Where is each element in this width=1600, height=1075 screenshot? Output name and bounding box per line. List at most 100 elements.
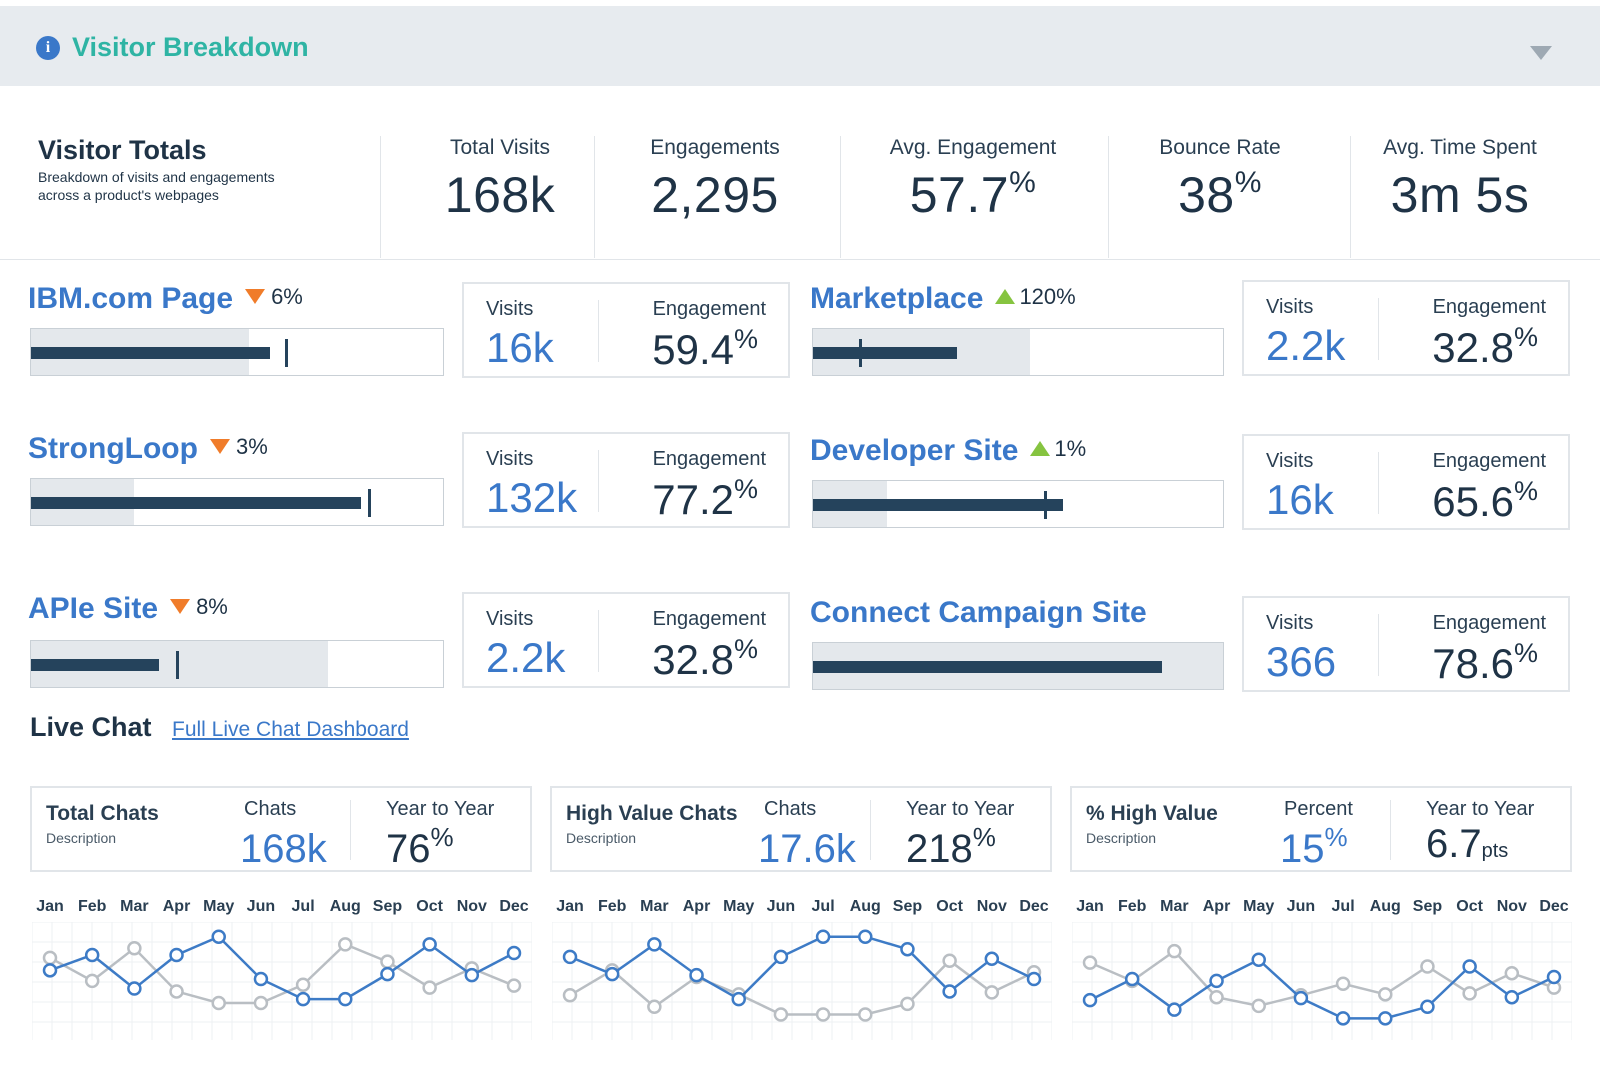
data-point[interactable]: [815, 1007, 831, 1022]
divider: [598, 300, 599, 362]
data-point[interactable]: [562, 988, 578, 1003]
data-point[interactable]: [1251, 952, 1266, 968]
data-point[interactable]: [1546, 969, 1562, 985]
data-point[interactable]: [1504, 989, 1520, 1005]
data-point[interactable]: [127, 981, 142, 996]
data-point[interactable]: [295, 991, 311, 1007]
data-point[interactable]: [169, 984, 184, 999]
data-point[interactable]: [858, 929, 873, 944]
data-point[interactable]: [562, 949, 578, 965]
data-point[interactable]: [84, 973, 100, 989]
data-point[interactable]: [295, 977, 311, 992]
data-point[interactable]: [338, 937, 353, 952]
kpi-unit: %: [1009, 166, 1037, 199]
data-point[interactable]: [858, 1007, 873, 1022]
site-name[interactable]: Marketplace: [810, 282, 984, 315]
data-point[interactable]: [338, 991, 353, 1007]
data-point[interactable]: [1209, 973, 1224, 989]
data-point[interactable]: [689, 967, 704, 983]
data-point[interactable]: [1420, 959, 1435, 974]
site-title-marketplace[interactable]: Marketplace 120%: [810, 282, 1076, 316]
divider: [840, 136, 841, 258]
site-title-ibm-com-page[interactable]: IBM.com Page 6%: [28, 282, 303, 316]
engagement-label: Engagement: [1432, 450, 1546, 472]
visits-value: 132k: [486, 474, 578, 521]
data-point[interactable]: [1026, 971, 1042, 987]
data-point[interactable]: [380, 954, 395, 969]
full-live-chat-dashboard-link[interactable]: Full Live Chat Dashboard: [172, 718, 409, 741]
data-point[interactable]: [464, 967, 480, 983]
data-point[interactable]: [942, 953, 957, 968]
data-point[interactable]: [1335, 1011, 1351, 1026]
data-point[interactable]: [422, 980, 437, 995]
data-point[interactable]: [900, 996, 915, 1012]
data-point[interactable]: [380, 966, 395, 982]
line-chart-percent-high-value: [1072, 922, 1572, 1040]
data-point[interactable]: [984, 951, 1000, 967]
kpi-label: Engagements: [650, 136, 780, 159]
site-name[interactable]: APIe Site: [28, 592, 159, 625]
data-point[interactable]: [211, 995, 226, 1011]
data-point[interactable]: [42, 963, 58, 978]
series-line: [49, 935, 515, 1001]
data-point[interactable]: [84, 947, 100, 963]
data-point[interactable]: [1209, 989, 1224, 1005]
data-point[interactable]: [900, 941, 915, 957]
data-point[interactable]: [1251, 998, 1266, 1014]
data-point[interactable]: [253, 971, 269, 987]
data-point[interactable]: [984, 985, 1000, 1000]
year-to-year-value: 218: [906, 827, 973, 871]
site-title-strongloop[interactable]: StrongLoop 3%: [28, 432, 268, 466]
site-title-developer-site[interactable]: Developer Site 1%: [810, 434, 1086, 468]
site-title-apie-site[interactable]: APIe Site 8%: [28, 592, 228, 626]
kpi-label: Bounce Rate: [1159, 136, 1281, 159]
data-point[interactable]: [942, 984, 957, 999]
data-point[interactable]: [647, 937, 662, 952]
site-title-connect-campaign-site[interactable]: Connect Campaign Site: [810, 596, 1147, 630]
divider: [350, 800, 351, 860]
divider: [1350, 136, 1351, 258]
data-point[interactable]: [1167, 943, 1182, 959]
data-point[interactable]: [1420, 999, 1435, 1015]
data-point[interactable]: [1124, 971, 1140, 987]
data-point[interactable]: [1378, 987, 1393, 1002]
visits-label: Visits: [1266, 450, 1314, 472]
data-point[interactable]: [604, 966, 620, 982]
data-point[interactable]: [127, 940, 142, 956]
panel-header[interactable]: i Visitor Breakdown: [0, 6, 1600, 86]
data-point[interactable]: [1335, 976, 1351, 992]
data-point[interactable]: [773, 1007, 789, 1022]
data-point[interactable]: [1167, 1002, 1182, 1017]
month-label: Sep: [372, 898, 403, 915]
data-point[interactable]: [1378, 1011, 1393, 1026]
data-point[interactable]: [1504, 965, 1520, 981]
line-chart-total-chats: [32, 922, 532, 1040]
bullet-value-bar: [813, 661, 1162, 673]
data-point[interactable]: [506, 978, 522, 993]
data-point[interactable]: [815, 929, 831, 944]
metric-card-apie-site: Visits 2.2k Engagement 32.8%: [462, 592, 790, 688]
site-name[interactable]: IBM.com Page: [28, 282, 234, 315]
panel-title: Visitor Breakdown: [72, 32, 309, 62]
data-point[interactable]: [422, 937, 437, 952]
data-point[interactable]: [169, 947, 184, 963]
data-point[interactable]: [211, 929, 226, 944]
site-name[interactable]: Connect Campaign Site: [810, 596, 1147, 629]
data-point[interactable]: [773, 949, 789, 965]
data-point[interactable]: [506, 945, 522, 961]
kpi-bounce-rate: Bounce Rate 38%: [1130, 136, 1310, 224]
info-icon[interactable]: i: [36, 36, 60, 60]
data-point[interactable]: [1293, 990, 1309, 1006]
data-point[interactable]: [1082, 955, 1098, 970]
data-point[interactable]: [42, 950, 58, 966]
data-point[interactable]: [1082, 992, 1098, 1008]
site-name[interactable]: Developer Site: [810, 434, 1019, 467]
data-point[interactable]: [731, 991, 746, 1007]
data-point[interactable]: [1462, 986, 1477, 1001]
data-point[interactable]: [253, 995, 269, 1011]
engagement-unit: %: [1513, 638, 1538, 668]
collapse-triangle-icon[interactable]: [1530, 46, 1552, 60]
data-point[interactable]: [647, 999, 662, 1015]
site-name[interactable]: StrongLoop: [28, 432, 198, 465]
data-point[interactable]: [1462, 959, 1477, 974]
